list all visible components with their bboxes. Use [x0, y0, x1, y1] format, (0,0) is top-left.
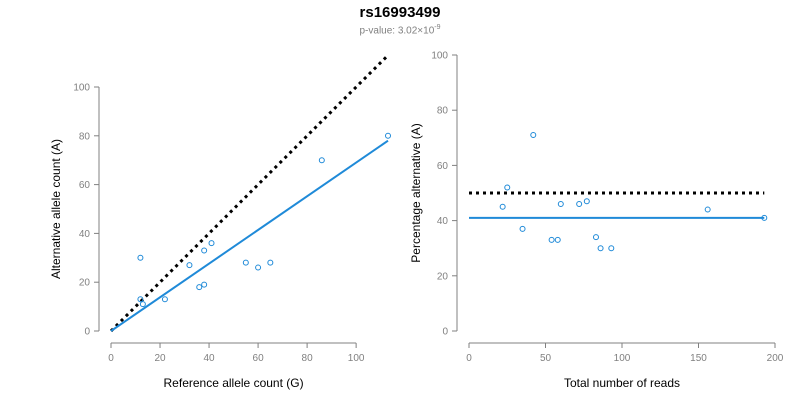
data-point — [557, 201, 564, 208]
data-point — [576, 201, 583, 208]
data-point — [201, 247, 208, 254]
x-tick-label: 0 — [466, 353, 472, 364]
data-point — [499, 203, 506, 210]
data-point — [608, 245, 615, 252]
y-tick-label: 60 — [79, 180, 91, 191]
x-tick-label: 200 — [767, 353, 784, 364]
x-tick-label: 80 — [302, 353, 314, 364]
data-point — [196, 284, 203, 291]
data-point — [255, 264, 262, 271]
y-tick-label: 0 — [442, 327, 448, 338]
data-point — [318, 157, 325, 164]
data-point — [530, 132, 537, 139]
data-point — [548, 236, 555, 243]
y-tick-label: 20 — [437, 271, 449, 282]
p-value-text: p-value: 3.02×10 — [359, 25, 435, 37]
data-point — [137, 254, 144, 261]
x-tick-label: 50 — [540, 353, 552, 364]
x-tick-label: 0 — [108, 353, 114, 364]
y-tick-label: 20 — [79, 278, 91, 289]
x-tick-label: 40 — [203, 353, 215, 364]
chart-subtitle: p-value: 3.02×10-9 — [0, 24, 800, 36]
data-point — [267, 259, 274, 266]
data-point — [242, 259, 249, 266]
left-scatter-panel: 0 20 40 60 80 100 0 20 40 60 80 100 Reference allele… — [49, 54, 391, 390]
data-point — [592, 234, 599, 241]
data-point — [519, 225, 526, 232]
right-scatter-panel: 0 50 100 150 200 0 20 40 60 80 100 Total number of … — [409, 51, 784, 391]
data-point — [201, 281, 208, 288]
y-tick-label: 60 — [437, 161, 449, 172]
y-tick-label: 80 — [437, 106, 449, 117]
x-tick-label: 100 — [614, 353, 631, 364]
data-point — [139, 301, 146, 308]
data-point — [704, 206, 711, 213]
data-point — [554, 236, 561, 243]
x-tick-label: 100 — [348, 353, 365, 364]
y-tick-label: 0 — [84, 327, 90, 338]
x-tick-label: 150 — [690, 353, 707, 364]
x-tick-label: 60 — [253, 353, 265, 364]
y-tick-label: 100 — [73, 83, 90, 94]
y-tick-label: 40 — [437, 216, 449, 227]
fit-line — [110, 139, 389, 332]
data-point — [186, 262, 193, 269]
x-tick-label: 20 — [154, 353, 166, 364]
data-point — [137, 296, 144, 303]
y-tick-label: 80 — [79, 131, 91, 142]
y-axis-title: Alternative allele count (A) — [49, 139, 63, 279]
y-tick-label: 40 — [79, 229, 91, 240]
data-point — [161, 296, 168, 303]
p-value-exponent: -9 — [434, 24, 441, 31]
y-tick-label: 100 — [431, 51, 448, 62]
data-point — [208, 240, 215, 247]
data-point — [385, 132, 391, 139]
chart-title: rs16993499 — [359, 4, 441, 21]
x-axis-title: Reference allele count (G) — [164, 376, 304, 390]
data-point — [583, 198, 590, 205]
y-axis-title: Percentage alternative (A) — [409, 123, 423, 262]
data-point — [761, 214, 768, 221]
x-axis-title: Total number of reads — [564, 376, 680, 390]
data-point — [504, 184, 511, 191]
reference-line — [109, 54, 390, 333]
data-point — [597, 245, 604, 252]
